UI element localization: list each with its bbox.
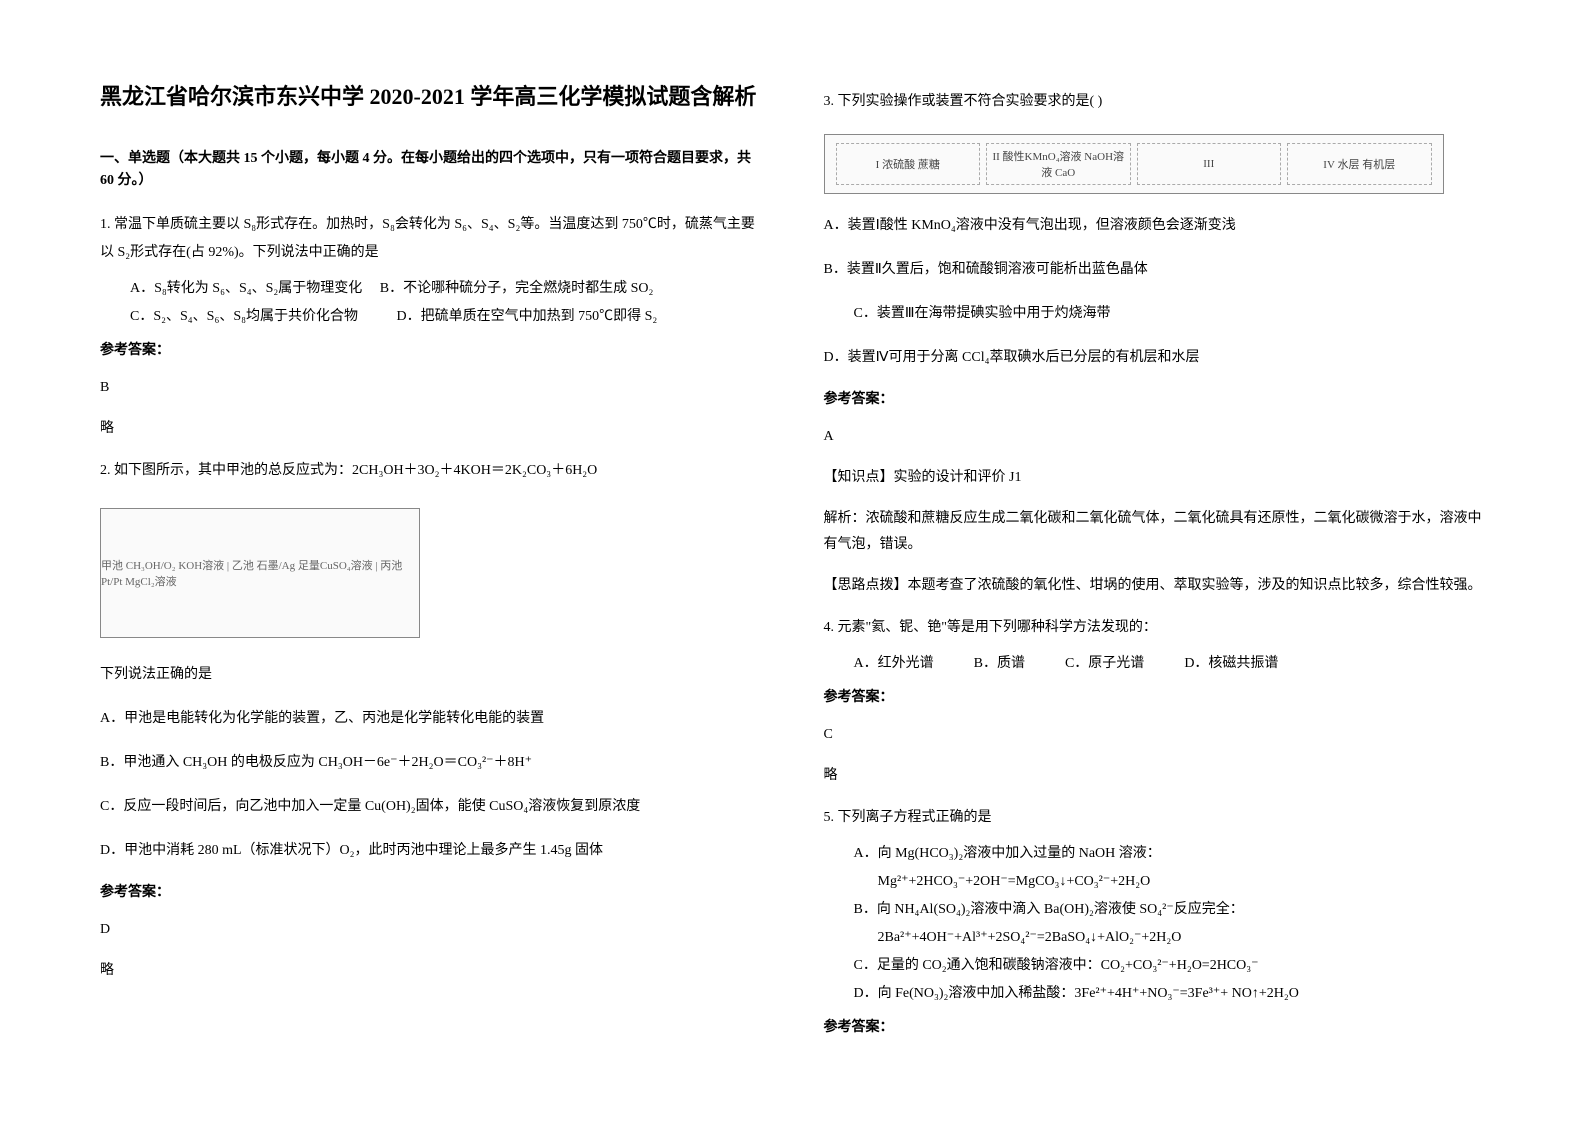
q1-optB: B．不论哪种硫分子，完全燃烧时都生成 SO₂ (380, 281, 654, 296)
q4-note: 略 (824, 763, 1488, 788)
q3-optD: D．装置Ⅳ可用于分离 CCl₄萃取碘水后已分层的有机层和水层 (824, 344, 1488, 372)
q3-optB: B．装置Ⅱ久置后，饱和硫酸铜溶液可能析出蓝色晶体 (824, 256, 1488, 284)
q3-explain: 解析：浓硫酸和蔗糖反应生成二氧化碳和二氧化硫气体，二氧化硫具有还原性，二氧化碳微… (824, 506, 1488, 556)
q5-answer-label: 参考答案： (824, 1016, 1488, 1036)
doc-title: 黑龙江省哈尔滨市东兴中学 2020-2021 学年高三化学模拟试题含解析 (100, 80, 764, 113)
q3-diag-III: III (1137, 143, 1282, 185)
q3-diag-II-label: II 酸性KMnO₄溶液 NaOH溶液 CaO (991, 148, 1126, 180)
q2-optB: B．甲池通入 CH₃OH 的电极反应为 CH₃OH－6e⁻＋2H₂O＝CO₃²⁻… (100, 749, 764, 777)
q4-answer: C (824, 722, 1488, 747)
q5-optA: A．向 Mg(HCO₃)₂溶液中加入过量的 NaOH 溶液： (854, 840, 1488, 868)
q4-stem: 4. 元素"氦、铌、铯"等是用下列哪种科学方法发现的： (824, 614, 1488, 642)
q2-answer: D (100, 917, 764, 942)
q2-optA: A．甲池是电能转化为化学能的装置，乙、丙池是化学能转化电能的装置 (100, 705, 764, 733)
q2-stem: 2. 如下图所示，其中甲池的总反应式为：2CH₃OH＋3O₂＋4KOH＝2K₂C… (100, 457, 764, 485)
q3-diag-I-label: I 浓硫酸 蔗糖 (876, 156, 940, 172)
q4-optA: A．红外光谱 (854, 650, 934, 678)
q3-optC: C．装置Ⅲ在海带提碘实验中用于灼烧海带 (824, 300, 1488, 328)
q2-diagram-caption: 甲池 CH₃OH/O₂ KOH溶液 | 乙池 石墨/Ag 足量CuSO₄溶液 |… (101, 557, 419, 589)
q3-answer-label: 参考答案： (824, 388, 1488, 408)
q5-optB: B．向 NH₄Al(SO₄)₂溶液中滴入 Ba(OH)₂溶液使 SO₄²⁻反应完… (854, 896, 1488, 924)
q3-knowledge: 【知识点】实验的设计和评价 J1 (824, 465, 1488, 490)
section-heading: 一、单选题（本大题共 15 个小题，每小题 4 分。在每小题给出的四个选项中，只… (100, 148, 764, 193)
q1-optC: C．S₂、S₄、S₆、S₈均属于共价化合物 (130, 309, 358, 324)
q1-answer: B (100, 375, 764, 400)
q1-note: 略 (100, 416, 764, 441)
right-column: 3. 下列实验操作或装置不符合实验要求的是( ) I 浓硫酸 蔗糖 II 酸性K… (824, 80, 1488, 1042)
q3-tip: 【思路点拨】本题考查了浓硫酸的氧化性、坩埚的使用、萃取实验等，涉及的知识点比较多… (824, 573, 1488, 598)
q2-optD: D．甲池中消耗 280 mL（标准状况下）O₂，此时丙池中理论上最多产生 1.4… (100, 837, 764, 865)
q3-diag-II: II 酸性KMnO₄溶液 NaOH溶液 CaO (986, 143, 1131, 185)
q1-optA: A．S₈转化为 S₆、S₄、S₂属于物理变化 (130, 281, 362, 296)
q4-optD: D．核磁共振谱 (1184, 650, 1278, 678)
q4-optC: C．原子光谱 (1065, 650, 1144, 678)
q2-answer-label: 参考答案： (100, 881, 764, 901)
q5-optC: C．足量的 CO₂通入饱和碳酸钠溶液中：CO₂+CO₃²⁻+H₂O=2HCO₃⁻ (854, 952, 1488, 980)
q5-optD: D．向 Fe(NO₃)₂溶液中加入稀盐酸：3Fe²⁺+4H⁺+NO₃⁻=3Fe³… (854, 980, 1488, 1008)
q5-optA2: Mg²⁺+2HCO₃⁻+2OH⁻=MgCO₃↓+CO₃²⁻+2H₂O (854, 868, 1488, 896)
q3-stem: 3. 下列实验操作或装置不符合实验要求的是( ) (824, 88, 1488, 116)
q3-optA: A．装置Ⅰ酸性 KMnO₄溶液中没有气泡出现，但溶液颜色会逐渐变浅 (824, 212, 1488, 240)
q1-options: A．S₈转化为 S₆、S₄、S₂属于物理变化 B．不论哪种硫分子，完全燃烧时都生… (100, 275, 764, 331)
q3-diag-III-label: III (1203, 158, 1214, 170)
q1-answer-label: 参考答案： (100, 339, 764, 359)
q3-diagram: I 浓硫酸 蔗糖 II 酸性KMnO₄溶液 NaOH溶液 CaO III IV … (824, 134, 1444, 194)
q5-optB2: 2Ba²⁺+4OH⁻+Al³⁺+2SO₄²⁻=2BaSO₄↓+AlO₂⁻+2H₂… (854, 924, 1488, 952)
q3-diag-IV: IV 水层 有机层 (1287, 143, 1432, 185)
q3-diag-IV-label: IV 水层 有机层 (1323, 156, 1395, 172)
q5-options: A．向 Mg(HCO₃)₂溶液中加入过量的 NaOH 溶液： Mg²⁺+2HCO… (824, 840, 1488, 1008)
q4-options: A．红外光谱 B．质谱 C．原子光谱 D．核磁共振谱 (824, 650, 1488, 678)
q3-answer: A (824, 424, 1488, 449)
left-column: 黑龙江省哈尔滨市东兴中学 2020-2021 学年高三化学模拟试题含解析 一、单… (100, 80, 764, 1042)
q4-optB: B．质谱 (974, 650, 1025, 678)
q1-stem: 1. 常温下单质硫主要以 S₈形式存在。加热时，S₈会转化为 S₆、S₄、S₂等… (100, 211, 764, 267)
q2-optC: C．反应一段时间后，向乙池中加入一定量 Cu(OH)₂固体，能使 CuSO₄溶液… (100, 793, 764, 821)
q2-note: 略 (100, 958, 764, 983)
q2-substem: 下列说法正确的是 (100, 661, 764, 689)
q5-stem: 5. 下列离子方程式正确的是 (824, 804, 1488, 832)
q3-diag-I: I 浓硫酸 蔗糖 (836, 143, 981, 185)
q2-diagram: 甲池 CH₃OH/O₂ KOH溶液 | 乙池 石墨/Ag 足量CuSO₄溶液 |… (100, 508, 420, 638)
q1-optD: D．把硫单质在空气中加热到 750℃即得 S₂ (397, 309, 658, 324)
q4-answer-label: 参考答案： (824, 686, 1488, 706)
